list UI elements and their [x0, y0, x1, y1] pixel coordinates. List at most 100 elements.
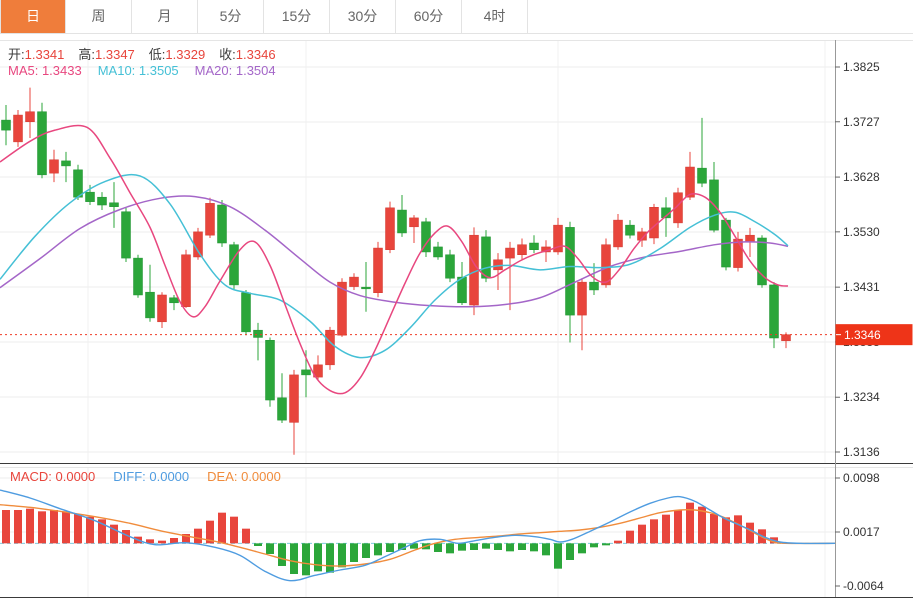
- candle-body: [769, 284, 779, 339]
- tab-60min[interactable]: 60分: [396, 0, 462, 33]
- tab-month[interactable]: 月: [132, 0, 198, 33]
- macd-bar: [86, 516, 94, 544]
- macd-axis-label: 0.0017: [843, 525, 880, 539]
- candle-body: [145, 291, 155, 319]
- candle-body: [517, 244, 527, 256]
- macd-bar: [446, 543, 454, 554]
- macd-bar: [302, 543, 310, 576]
- macd-bar: [698, 506, 706, 544]
- tab-30min[interactable]: 30分: [330, 0, 396, 33]
- candle-body: [349, 276, 359, 287]
- candle-body: [577, 281, 587, 316]
- macd-bar: [182, 534, 190, 544]
- tab-week[interactable]: 周: [66, 0, 132, 33]
- ohlc-value: 1.3346: [235, 47, 276, 62]
- macd-bar: [590, 543, 598, 548]
- candle-body: [757, 237, 767, 286]
- candle-body: [649, 207, 659, 239]
- macd-legend: MACD: 0.0000 DIFF: 0.0000 DEA: 0.0000: [10, 469, 281, 484]
- candle-body: [733, 238, 743, 268]
- tab-15min[interactable]: 15分: [264, 0, 330, 33]
- candle-body: [781, 334, 791, 342]
- tab-4hour[interactable]: 4时: [462, 0, 528, 33]
- candle-body: [277, 397, 287, 421]
- candle-body: [601, 244, 611, 286]
- macd-bar: [494, 543, 502, 550]
- candle-body: [1, 119, 11, 131]
- ohlc-item: 高:1.3347: [78, 44, 134, 63]
- tab-day[interactable]: 日: [0, 0, 66, 33]
- candle-body: [85, 191, 95, 202]
- macd-bar: [50, 510, 58, 544]
- macd-bar: [458, 543, 466, 551]
- candle-body: [253, 329, 263, 338]
- ohlc-label: 高:: [78, 47, 96, 62]
- macd-bar: [194, 528, 202, 544]
- macd-bar: [350, 543, 358, 562]
- macd-bar: [470, 543, 478, 550]
- macd-bar: [398, 543, 406, 550]
- candle-body: [361, 286, 371, 290]
- macd-legend-item: DIFF: 0.0000: [113, 469, 190, 484]
- macd-bar: [110, 524, 118, 544]
- macd-bar: [290, 543, 298, 574]
- macd-bar: [530, 543, 538, 552]
- ohlc-item: 开:1.3341: [8, 44, 64, 63]
- macd-legend-item: DEA: 0.0000: [207, 469, 281, 484]
- ohlc-label: 低:: [148, 47, 166, 62]
- candle-body: [205, 203, 215, 236]
- candle-body: [697, 167, 707, 184]
- candle-body: [313, 364, 323, 378]
- macd-bar: [62, 511, 70, 544]
- macd-bar: [650, 519, 658, 544]
- macd-bar: [554, 543, 562, 569]
- macd-bar: [266, 543, 274, 554]
- candle-body: [445, 254, 455, 279]
- candle-body: [97, 196, 107, 206]
- candle-body: [265, 339, 275, 401]
- ma10-line: [0, 173, 789, 359]
- macd-bar: [542, 543, 550, 556]
- candle-body: [157, 294, 167, 323]
- candle-body: [385, 207, 395, 250]
- candle-body: [337, 281, 347, 336]
- ma-legend-item: MA10: 1.3505: [97, 63, 179, 78]
- ohlc-label: 开:: [8, 47, 25, 62]
- candle-body: [373, 247, 383, 293]
- macd-bar: [206, 520, 214, 544]
- macd-bar: [638, 524, 646, 544]
- candle-body: [25, 111, 35, 123]
- candle-body: [505, 247, 515, 259]
- price-axis-label: 1.3825: [843, 60, 880, 74]
- candle-body: [325, 329, 335, 366]
- macd-bar: [230, 516, 238, 544]
- macd-legend-item: MACD: 0.0000: [10, 469, 96, 484]
- candle-body: [409, 217, 419, 228]
- candle-body: [565, 227, 575, 316]
- candle-body: [529, 242, 539, 250]
- ma-legend-item: MA20: 1.3504: [194, 63, 276, 78]
- candle-body: [169, 297, 179, 304]
- ohlc-label: 收:: [219, 47, 236, 62]
- candle-body: [673, 192, 683, 224]
- macd-bar: [686, 502, 694, 544]
- price-axis-label: 1.3234: [843, 390, 880, 404]
- macd-bar: [662, 514, 670, 544]
- ohlc-value: 1.3341: [24, 47, 65, 62]
- candle-body: [589, 281, 599, 291]
- tab-5min[interactable]: 5分: [198, 0, 264, 33]
- candle-body: [13, 114, 23, 143]
- macd-axis-labels: 0.0098 0.0017 -0.0064: [835, 471, 884, 593]
- ohlc-item: 低:1.3329: [149, 44, 205, 63]
- candle-body: [121, 211, 131, 259]
- macd-bar: [170, 538, 178, 544]
- ma5-line: [0, 124, 789, 395]
- macd-bar: [602, 543, 610, 546]
- macd-axis-label: 0.0098: [843, 471, 880, 485]
- price-axis-label: 1.3431: [843, 280, 880, 294]
- macd-bar: [722, 517, 730, 544]
- candle-body: [637, 231, 647, 241]
